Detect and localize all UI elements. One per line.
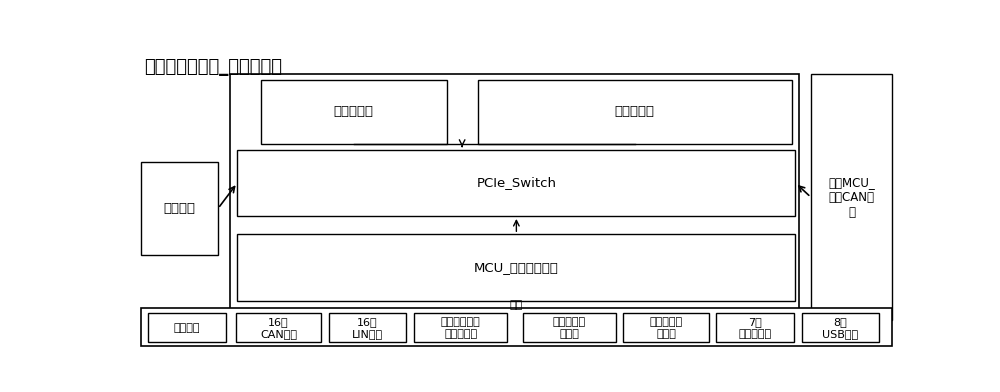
Bar — [230, 74, 799, 320]
Bar — [148, 313, 226, 342]
Bar — [802, 313, 879, 342]
Bar — [236, 313, 321, 342]
Text: 存储介质: 存储介质 — [163, 202, 195, 215]
Text: PCIe_Switch: PCIe_Switch — [476, 176, 556, 189]
Bar — [140, 308, 892, 346]
Text: 整车运算控制器_内系统框图: 整车运算控制器_内系统框图 — [144, 58, 282, 76]
Text: 数字输入输
出接口: 数字输入输 出接口 — [649, 317, 683, 339]
Text: 应用处理器: 应用处理器 — [615, 105, 655, 118]
Bar — [811, 74, 892, 320]
Text: 7个
以太网接口: 7个 以太网接口 — [739, 317, 772, 339]
Text: 16个
LIN接口: 16个 LIN接口 — [352, 317, 383, 339]
Text: 高速串行化数
据总线接口: 高速串行化数 据总线接口 — [441, 317, 480, 339]
Text: MCU_内置安全模块: MCU_内置安全模块 — [474, 261, 559, 274]
Text: 计算型内核: 计算型内核 — [334, 105, 374, 118]
Text: 8个
USB接口: 8个 USB接口 — [822, 317, 858, 339]
Text: 备份MCU_
备份CAN网
关: 备份MCU_ 备份CAN网 关 — [828, 176, 875, 219]
Bar — [237, 150, 795, 216]
Bar — [716, 313, 794, 342]
Bar — [237, 234, 795, 301]
Text: 接口: 接口 — [510, 300, 523, 310]
Text: 预留接口: 预留接口 — [174, 323, 200, 333]
Bar — [261, 80, 447, 143]
Bar — [414, 313, 507, 342]
Bar — [478, 80, 792, 143]
Bar — [623, 313, 709, 342]
Text: 16个
CAN接口: 16个 CAN接口 — [260, 317, 297, 339]
Bar — [329, 313, 406, 342]
Bar — [523, 313, 616, 342]
Text: 模拟输入输
出接口: 模拟输入输 出接口 — [553, 317, 586, 339]
Bar — [140, 162, 218, 255]
